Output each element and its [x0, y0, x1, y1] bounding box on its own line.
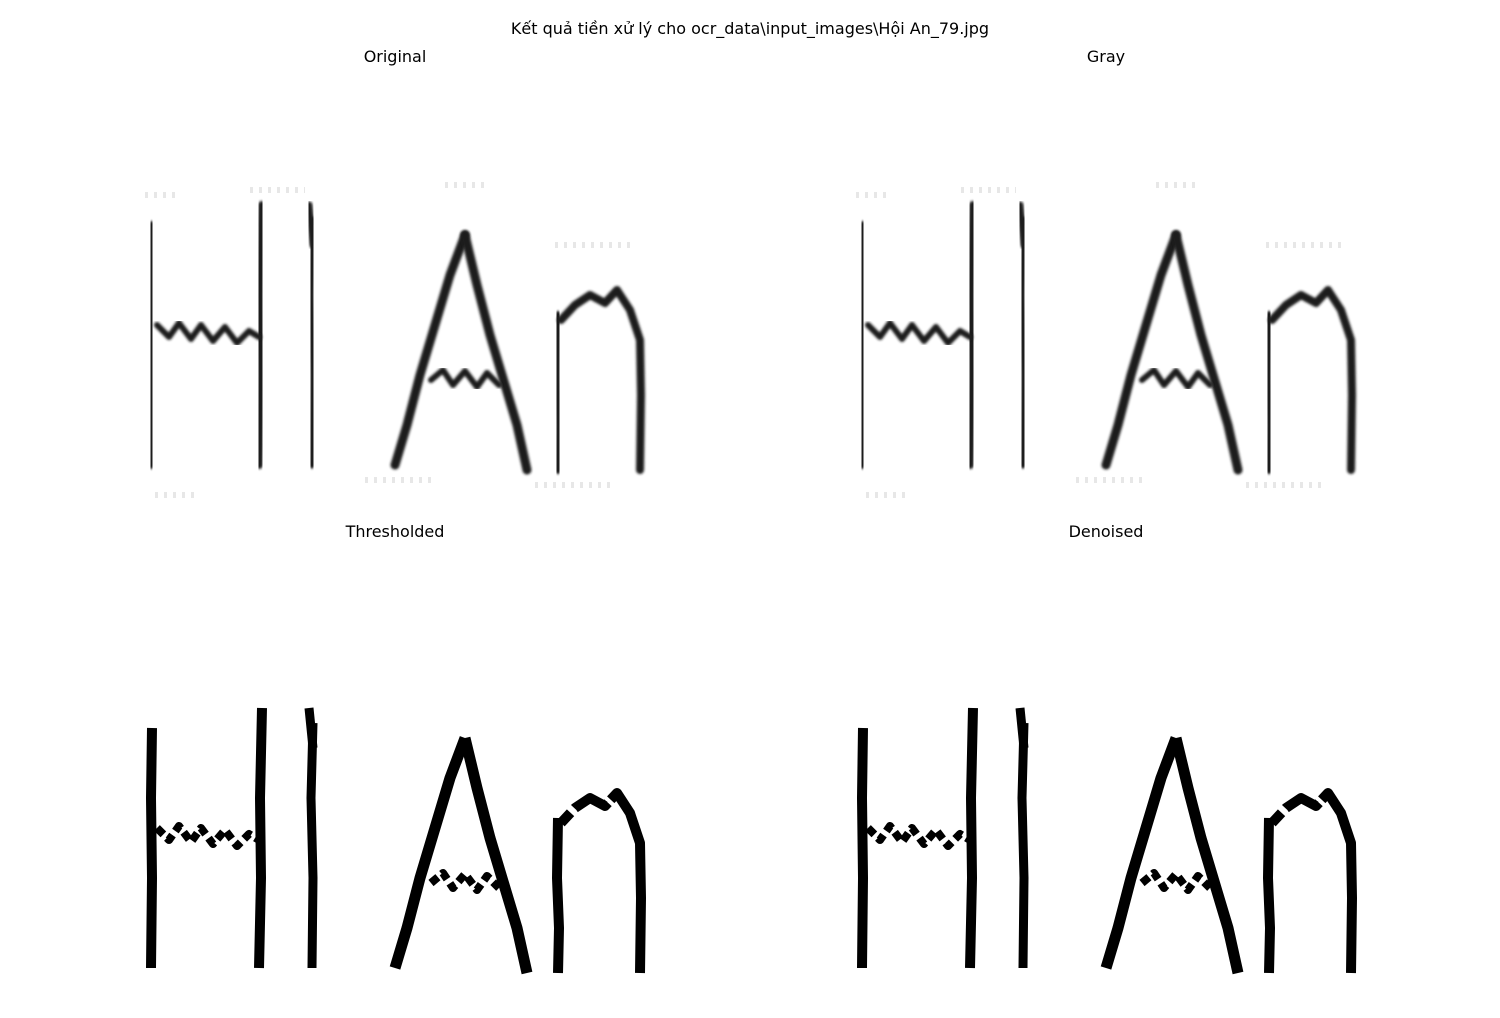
letter-h-crossbar — [868, 826, 970, 846]
letter-a-left-leg — [1106, 738, 1176, 968]
letter-i-dot — [1020, 205, 1024, 245]
letter-a-crossbar — [1142, 370, 1210, 387]
letter-n-arch — [1272, 290, 1352, 470]
panel-title-gray: Gray — [956, 46, 1256, 68]
letter-h-crossbar — [157, 323, 259, 343]
letter-a-right-leg — [465, 738, 527, 973]
letter-i-stem — [311, 220, 313, 465]
glyph-canvas — [135, 678, 655, 1018]
letter-a-left-leg — [1106, 235, 1176, 465]
letter-n-stem — [1268, 818, 1270, 973]
letter-i-dot — [1020, 708, 1024, 748]
gray-image — [846, 175, 1366, 515]
letter-h-left-stem — [151, 225, 152, 465]
letter-i-dot — [309, 205, 313, 245]
letter-i-stem — [1022, 723, 1024, 968]
letter-a-crossbar — [431, 370, 499, 387]
letter-i-stem — [1022, 220, 1024, 465]
letter-a-left-leg — [395, 738, 465, 968]
glyph-canvas — [135, 175, 655, 515]
letter-i-dot — [309, 708, 313, 748]
letter-n-arch — [561, 793, 641, 973]
panel-title-original: Original — [245, 46, 545, 68]
panel-title-denoised: Denoised — [956, 521, 1256, 543]
glyph-canvas — [846, 678, 1366, 1018]
letter-a-left-leg — [395, 235, 465, 465]
letter-h-crossbar — [868, 323, 970, 343]
letter-i-stem — [311, 723, 313, 968]
letter-h-crossbar — [157, 826, 259, 846]
glyph-canvas — [846, 175, 1366, 515]
letter-n-stem — [1268, 315, 1270, 470]
letter-a-crossbar — [1142, 873, 1210, 890]
original-image — [135, 175, 655, 515]
thresholded-image — [135, 678, 655, 1018]
letter-a-right-leg — [465, 235, 527, 470]
letter-a-crossbar — [431, 873, 499, 890]
letter-a-right-leg — [1176, 235, 1238, 470]
letter-n-stem — [557, 315, 559, 470]
letter-h-left-stem — [151, 728, 152, 968]
figure-suptitle: Kết quả tiền xử lý cho ocr_data\input_im… — [0, 18, 1500, 40]
denoised-image — [846, 678, 1366, 1018]
letter-n-stem — [557, 818, 559, 973]
letter-a-right-leg — [1176, 738, 1238, 973]
letter-h-left-stem — [862, 225, 863, 465]
letter-h-left-stem — [862, 728, 863, 968]
panel-title-thresholded: Thresholded — [245, 521, 545, 543]
letter-n-arch — [1272, 793, 1352, 973]
letter-n-arch — [561, 290, 641, 470]
